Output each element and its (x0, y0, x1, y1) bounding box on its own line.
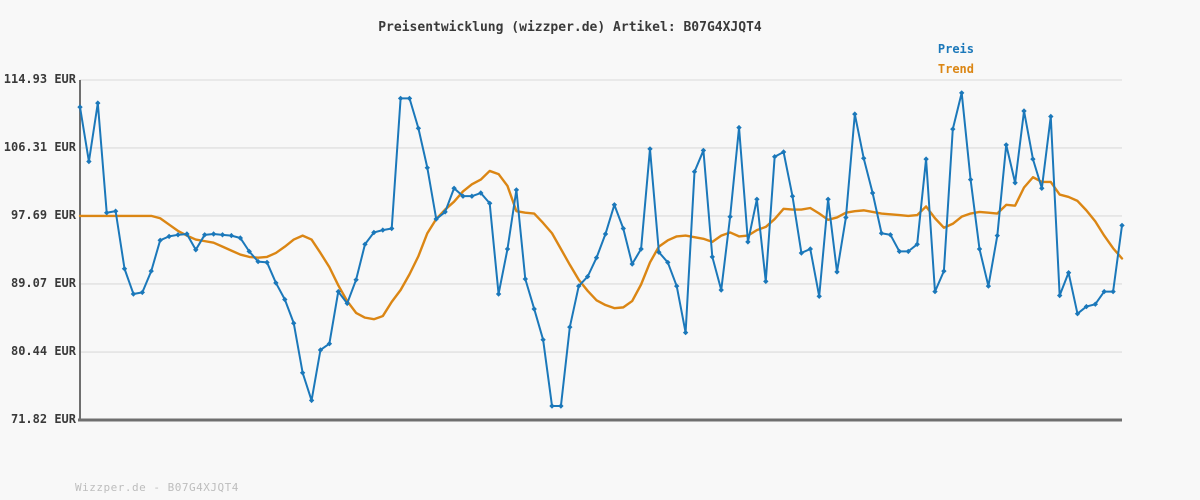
y-axis-label: 80.44 EUR (10, 344, 76, 359)
y-axis-label: 89.07 EUR (10, 275, 76, 290)
y-axis-label: 71.82 EUR (10, 412, 76, 426)
y-axis-label: 106.31 EUR (3, 139, 76, 154)
y-axis-label: 114.93 EUR (3, 72, 76, 86)
price-history-chart (77, 79, 1125, 422)
price-line (79, 91, 1123, 407)
y-axis-label: 97.69 EUR (10, 207, 76, 222)
chart-title: Preisentwicklung (wizzper.de) Artikel: B… (378, 20, 762, 35)
legend-item-preis: Preis (937, 42, 974, 56)
chart-legend: Preis Trend (938, 39, 974, 79)
legend-item-trend: Trend (937, 62, 974, 76)
footer-watermark: Wizzper.de - B07G4XJQT4 (75, 481, 239, 494)
price-markers (77, 90, 1125, 409)
